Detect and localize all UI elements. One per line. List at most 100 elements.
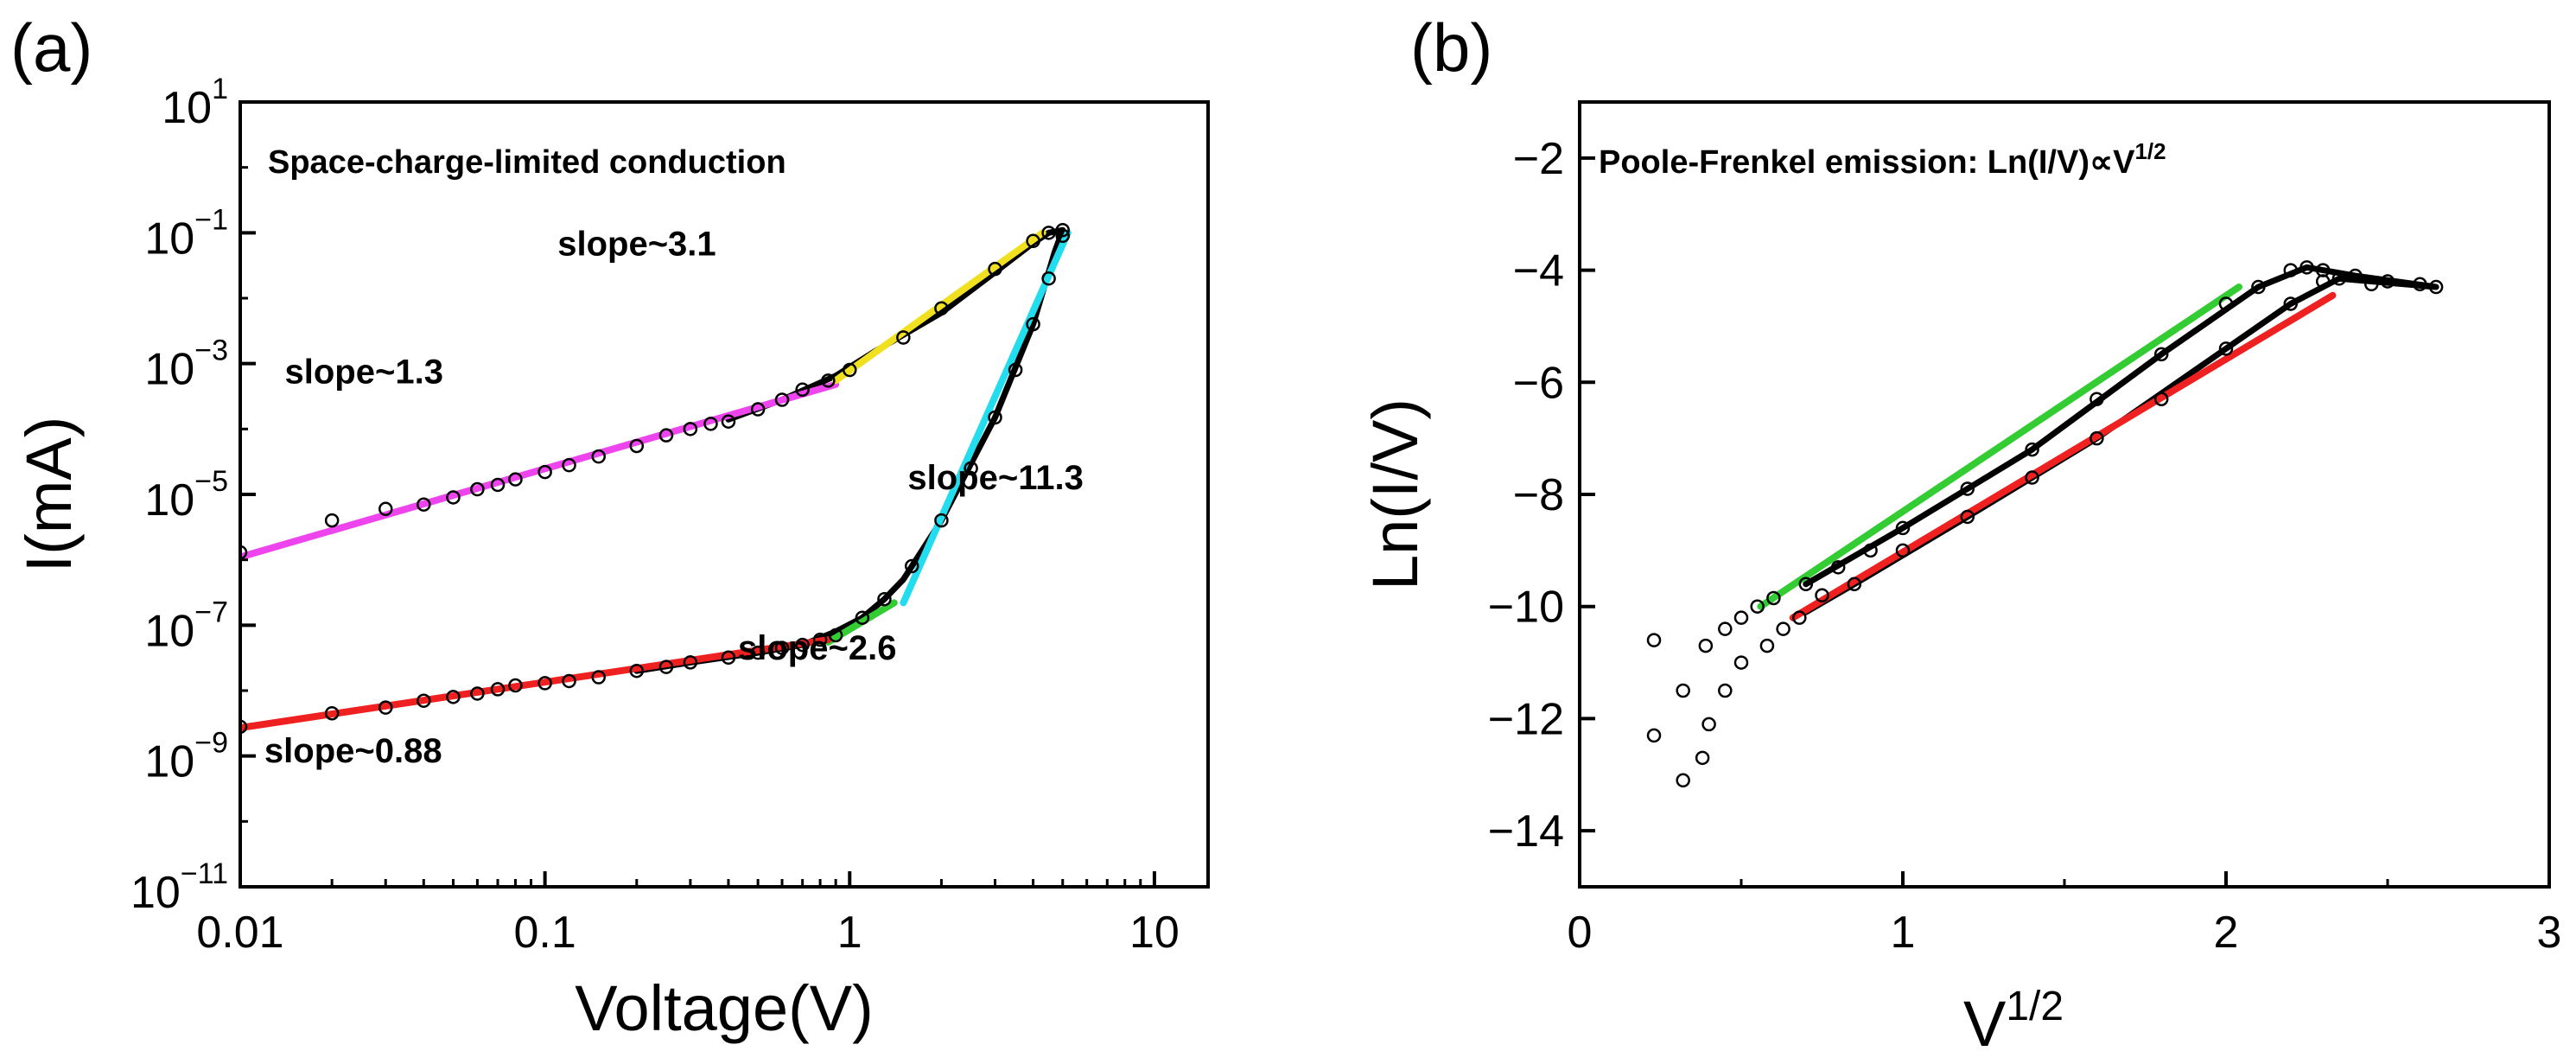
panel-a-data-point <box>470 481 485 497</box>
panel-b-x-axis-label: V1/2 <box>1963 984 2064 1060</box>
panel-b-data-point <box>1792 610 1807 625</box>
panel-b-data-point <box>1798 577 1814 592</box>
panel-b-fit-line <box>1789 291 2337 621</box>
panel-a-data-point <box>703 417 718 431</box>
panel-a-data-point <box>446 490 461 505</box>
panel-b-data-point <box>1646 728 1662 743</box>
panel-a-data-point <box>562 673 576 689</box>
panel-b-plot-frame <box>1578 100 2551 889</box>
panel-b-data-point <box>1733 655 1749 670</box>
panel-a-data-point <box>537 464 552 480</box>
panel-a-data-point <box>821 373 836 388</box>
panel-a-data-point <box>774 392 790 407</box>
panel-a-x-axis-label: Voltage(V) <box>575 972 874 1044</box>
panel-b-trace-line <box>1803 264 2439 615</box>
panel-b-data-point <box>2380 274 2395 289</box>
panel-a-y-tick-label: 10−5 <box>144 465 228 526</box>
panel-a-data-point <box>1008 362 1023 378</box>
panel-a-data-point <box>721 650 736 666</box>
panel-b-plot-area <box>1646 260 2444 788</box>
panel-a-data-point <box>812 632 828 647</box>
panel-a-y-tick-label: 10−1 <box>144 203 228 264</box>
panel-b-data-point <box>1776 621 1790 636</box>
panel-a-data-point <box>828 628 843 643</box>
panel-a-data-point <box>877 591 892 607</box>
panel-a-data-point <box>324 705 340 721</box>
panel-b-data-point <box>1750 599 1765 614</box>
panel-a-trace-line <box>633 226 1066 674</box>
panel-a-data-point <box>490 477 506 493</box>
panel-b-data-point <box>2025 442 2039 457</box>
panel-b-data-point <box>1960 481 1975 496</box>
panel-a-data-point <box>721 414 736 429</box>
panel-b-data-point <box>1759 638 1775 653</box>
panel-a-data-point <box>774 640 790 655</box>
panel-b-data-point <box>1695 750 1710 766</box>
panel-a-data-point <box>1026 233 1040 249</box>
panel-a-data-point <box>562 457 576 473</box>
panel-a-data-point <box>1041 226 1056 240</box>
panel-a-y-tick-label: 101 <box>162 73 228 133</box>
panel-a: (a) slope~3.1 slope~1.3 slope~11.3 slope~2.… <box>10 10 1210 1044</box>
panel-b-data-point <box>2348 268 2363 284</box>
panel-a-y-tick-label: 10−11 <box>130 857 228 918</box>
panel-a-data-point <box>843 362 857 378</box>
panel-b-data-point <box>2283 263 2299 277</box>
panel-a-data-point <box>658 659 674 674</box>
panel-a-data-point <box>750 645 766 660</box>
panel-a-data-point <box>240 545 248 560</box>
panel-b-y-tick-label: −12 <box>1488 694 1564 744</box>
panel-b-data-point <box>2218 296 2234 311</box>
panel-a-data-point <box>324 513 340 528</box>
panel-b-title: Poole-Frenkel emission: Ln(I/V)∝V1/2 <box>1599 138 2166 181</box>
panel-a-fit-line <box>832 229 1046 385</box>
panel-a-data-point <box>1055 222 1071 238</box>
panel-b-data-point <box>2428 279 2444 295</box>
panel-b-data-point <box>1847 577 1862 592</box>
panel-a-data-point <box>629 438 645 454</box>
panel-a-y-axis-label: I(mA) <box>13 417 85 573</box>
panel-b-data-point <box>1718 621 1733 636</box>
panel-a-data-point <box>490 682 506 697</box>
panel-a-y-tick-label: 10−9 <box>144 727 228 787</box>
panel-b-data-point <box>1676 773 1690 788</box>
panel-b-data-point <box>1698 638 1714 653</box>
panel-b-plot-content <box>1646 260 2444 788</box>
panel-b-x-axis-label-main: V <box>1963 988 2007 1060</box>
panel-b-data-point <box>1863 543 1878 558</box>
panel-a-data-point <box>904 558 919 574</box>
panel-b-data-point <box>1830 560 1846 575</box>
panel-a-data-point <box>896 330 911 345</box>
panel-b-data-point <box>1766 590 1781 606</box>
panel-a-title: Space-charge-limited conduction <box>268 144 786 181</box>
panel-b-data-point <box>1895 543 1911 558</box>
panel-b-y-tick-label: −4 <box>1513 246 1564 296</box>
panel-b-y-axis-label: Ln(I/V) <box>1359 398 1431 590</box>
panel-b-data-point <box>2089 392 2104 406</box>
panel-a-slope-annotation: slope~0.88 <box>264 732 442 770</box>
panel-a-slope-annotation: slope~11.3 <box>907 459 1083 497</box>
panel-b-x-axis-label-superscript: 1/2 <box>2006 984 2064 1029</box>
panel-b-data-point <box>1718 683 1733 698</box>
panel-a-slope-annotation: slope~2.6 <box>738 629 896 667</box>
panel-b-y-tick-label: −8 <box>1513 470 1564 520</box>
panel-a-data-point <box>795 637 810 653</box>
panel-a-data-point <box>591 670 606 685</box>
panel-a-data-point <box>240 719 248 735</box>
panel-b-fit-line <box>1757 284 2242 610</box>
panel-b-data-point <box>2153 392 2169 406</box>
panel-a-data-point <box>934 301 949 315</box>
panel-b-data-point <box>2089 430 2104 446</box>
panel-a-data-point <box>964 461 978 476</box>
panel-b-data-point <box>2331 271 2347 286</box>
panel-b-data-point <box>1646 633 1662 647</box>
panel-b-data-point <box>1960 509 1975 525</box>
panel-a-data-point <box>378 700 393 715</box>
panel-b-x-tick-label: 3 <box>2537 908 2562 958</box>
panel-a-data-point <box>855 610 870 625</box>
panel-b-data-point <box>2413 277 2427 292</box>
panel-b-data-point <box>2153 347 2169 362</box>
panel-a-data-point <box>417 497 431 512</box>
panel-a-data-point <box>417 693 431 708</box>
